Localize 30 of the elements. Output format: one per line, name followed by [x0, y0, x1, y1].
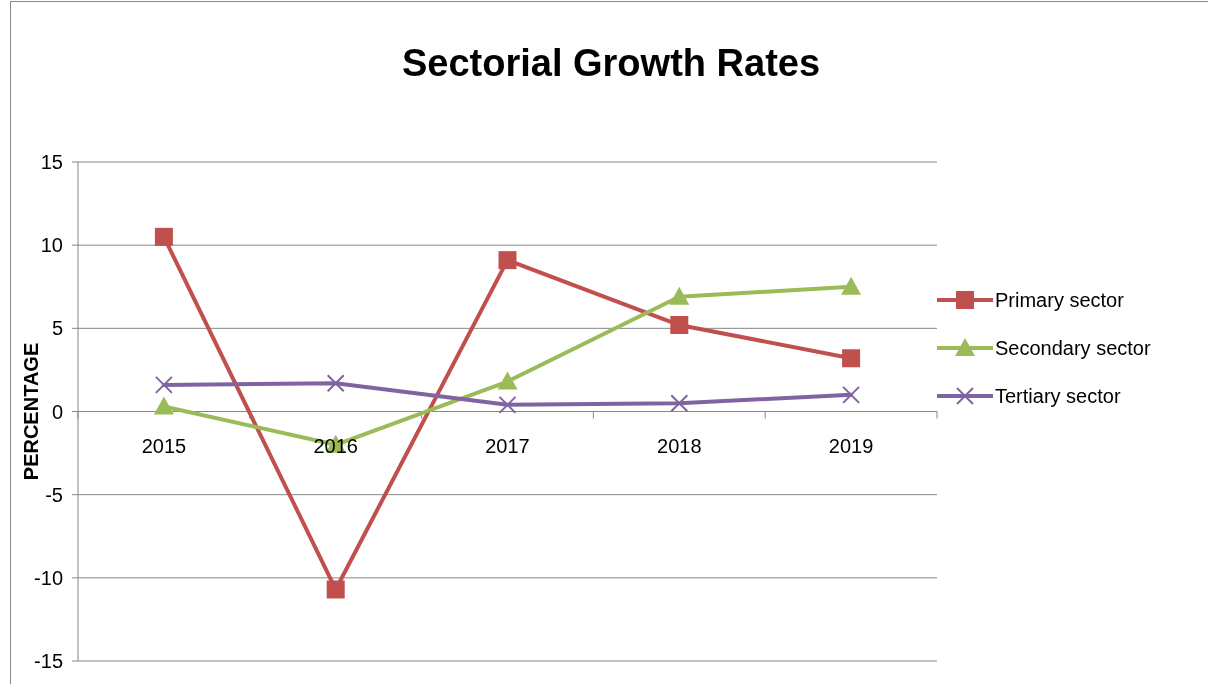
y-tick-label: -5: [45, 483, 63, 506]
point: [153, 396, 174, 415]
point: [326, 580, 345, 599]
point: [326, 374, 345, 393]
y-axis-title: PERCENTAGE: [20, 342, 42, 481]
point: [670, 316, 689, 335]
legend-label: Tertiary sector: [995, 385, 1121, 407]
y-tick-label: -10: [34, 566, 63, 589]
legend-label: Secondary sector: [995, 337, 1151, 359]
y-tick-label: -15: [34, 650, 63, 672]
point: [498, 395, 517, 414]
point: [154, 375, 173, 394]
y-tick-label: 0: [51, 400, 63, 423]
y-tick-label: 5: [51, 317, 63, 340]
point: [842, 349, 861, 368]
point: [842, 385, 861, 404]
point: [669, 286, 690, 305]
point: [670, 394, 689, 413]
y-tick-label: 10: [40, 234, 63, 257]
legend-label: Primary sector: [995, 289, 1125, 311]
point: [498, 251, 517, 270]
y-tick-label: 15: [40, 151, 63, 173]
point: [154, 227, 173, 246]
x-tick-label: 2015: [141, 434, 187, 457]
chart-title: Sectorial Growth Rates: [401, 42, 821, 84]
x-tick-label: 2019: [828, 434, 874, 457]
x-tick-label: 2017: [485, 434, 530, 457]
point: [497, 371, 518, 390]
point: [841, 276, 862, 295]
x-tick-label: 2018: [657, 434, 702, 457]
